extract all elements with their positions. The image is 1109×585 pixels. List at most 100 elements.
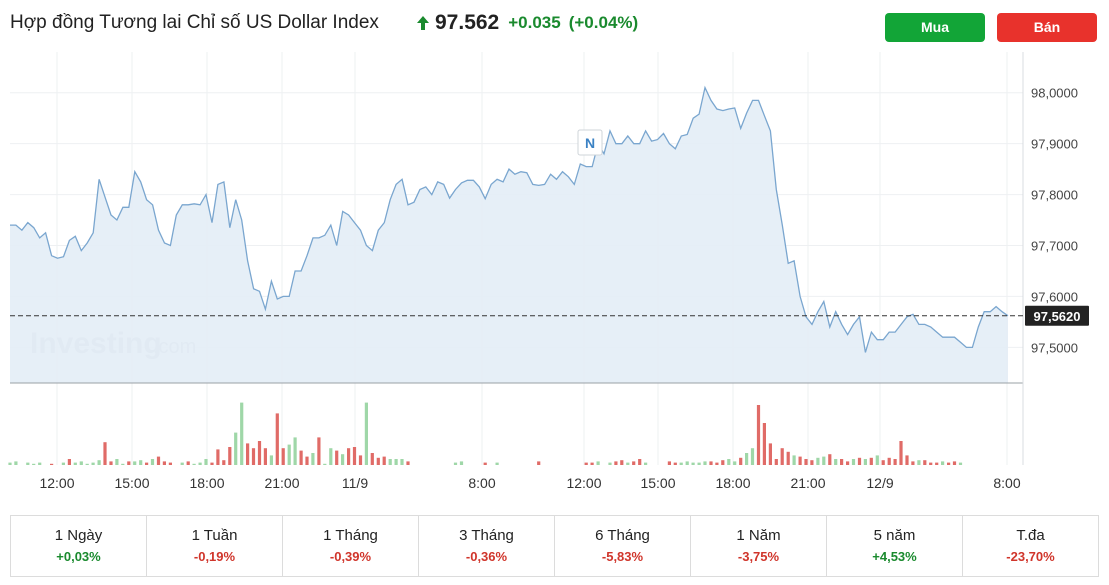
volume-bar bbox=[8, 462, 12, 465]
period-tab[interactable]: 1 Ngày +0,03% bbox=[11, 516, 147, 576]
volume-bar bbox=[869, 457, 873, 465]
x-tick-label: 21:00 bbox=[790, 475, 825, 491]
volume-bar bbox=[14, 461, 18, 465]
y-tick-label: 97,8000 bbox=[1031, 188, 1078, 203]
buy-button[interactable]: Mua bbox=[885, 13, 985, 42]
volume-bar bbox=[103, 442, 107, 465]
volume-bar bbox=[293, 437, 297, 465]
period-label: 1 Tháng bbox=[323, 527, 378, 544]
volume-bar bbox=[145, 462, 149, 465]
y-tick-label: 97,7000 bbox=[1031, 239, 1078, 254]
volume-bar bbox=[180, 462, 184, 465]
volume-bar bbox=[780, 448, 784, 465]
volume-bar bbox=[61, 462, 65, 465]
volume-bar bbox=[834, 459, 838, 465]
volume-bar bbox=[251, 448, 256, 465]
volume-bar bbox=[204, 459, 208, 465]
x-tick-label: 12/9 bbox=[866, 475, 893, 491]
volume-bar bbox=[935, 462, 939, 465]
volume-bar bbox=[370, 453, 374, 465]
volume-bar bbox=[50, 463, 54, 465]
volume-bar bbox=[79, 461, 83, 465]
period-tab[interactable]: 1 Năm -3,75% bbox=[691, 516, 827, 576]
volume-bar bbox=[275, 413, 279, 465]
x-tick-label: 21:00 bbox=[264, 475, 299, 491]
volume-bar bbox=[846, 461, 850, 465]
volume-bar bbox=[246, 443, 250, 465]
volume-bar bbox=[150, 459, 155, 465]
volume-bar bbox=[881, 460, 885, 465]
volume-bar bbox=[715, 462, 719, 465]
x-tick-label: 8:00 bbox=[993, 475, 1020, 491]
volume-bar bbox=[952, 461, 957, 465]
price-block: 97.562 +0.035 (+0.04%) bbox=[416, 11, 638, 35]
volume-bar bbox=[186, 461, 190, 465]
volume-bar bbox=[139, 460, 143, 465]
volume-bar bbox=[816, 457, 820, 465]
volume-bar bbox=[644, 462, 648, 465]
period-tab[interactable]: 1 Tuần -0,19% bbox=[147, 516, 283, 576]
volume-bar bbox=[733, 461, 737, 465]
volume-bar bbox=[691, 462, 695, 465]
x-tick-label: 18:00 bbox=[189, 475, 224, 491]
volume-bar bbox=[626, 462, 630, 465]
news-marker-label[interactable]: N bbox=[585, 135, 595, 151]
volume-bar bbox=[91, 462, 95, 465]
volume-bar bbox=[905, 455, 909, 465]
period-change: -0,39% bbox=[329, 549, 372, 564]
volume-bar bbox=[632, 461, 636, 465]
period-label: 5 năm bbox=[873, 527, 916, 544]
volume-bar bbox=[32, 463, 36, 465]
volume-bar bbox=[323, 463, 327, 465]
volume-bar bbox=[358, 455, 363, 465]
volume-bar bbox=[620, 460, 624, 465]
volume-bar bbox=[638, 459, 642, 465]
price-chart[interactable]: Investing.com97,562098,000097,900097,800… bbox=[0, 50, 1109, 500]
volume-bar bbox=[97, 460, 101, 465]
volume-bar bbox=[679, 462, 683, 465]
volume-bar bbox=[400, 459, 404, 465]
volume-bar bbox=[792, 455, 796, 465]
volume-bar bbox=[739, 457, 743, 465]
volume-bar bbox=[228, 447, 232, 465]
period-change: -23,70% bbox=[1006, 549, 1055, 564]
volume-bar bbox=[364, 402, 368, 465]
x-tick-label: 18:00 bbox=[715, 475, 750, 491]
volume-bar bbox=[287, 444, 291, 465]
period-tab[interactable]: 3 Tháng -0,36% bbox=[419, 516, 555, 576]
volume-bar bbox=[127, 461, 131, 465]
news-marker[interactable] bbox=[577, 129, 603, 156]
volume-bar bbox=[192, 463, 196, 465]
volume-bar bbox=[911, 461, 915, 465]
volume-bar bbox=[923, 460, 927, 465]
price-line bbox=[10, 85, 1009, 353]
volume-bar bbox=[38, 462, 42, 465]
current-price-tag bbox=[1025, 305, 1089, 326]
volume-bar bbox=[786, 451, 790, 465]
period-tab[interactable]: 6 Tháng -5,83% bbox=[555, 516, 691, 576]
period-tab[interactable]: 1 Tháng -0,39% bbox=[283, 516, 419, 576]
volume-bar bbox=[929, 462, 933, 465]
volume-bar bbox=[156, 456, 161, 465]
y-tick-label: 97,6000 bbox=[1031, 289, 1078, 304]
last-price: 97.562 bbox=[435, 11, 500, 34]
volume-bar bbox=[198, 462, 202, 465]
volume-bar bbox=[899, 441, 903, 465]
volume-bar bbox=[768, 443, 772, 465]
volume-bar bbox=[352, 447, 357, 465]
volume-bar bbox=[216, 449, 220, 465]
volume-bar bbox=[584, 462, 588, 465]
volume-bar bbox=[887, 457, 891, 465]
period-tab[interactable]: T.đa -23,70% bbox=[963, 516, 1098, 576]
period-tab[interactable]: 5 năm +4,53% bbox=[827, 516, 963, 576]
volume-bar bbox=[459, 461, 464, 465]
volume-bar bbox=[608, 462, 612, 465]
volume-bar bbox=[269, 455, 273, 465]
period-change: -3,75% bbox=[737, 549, 780, 564]
volume-bar bbox=[590, 462, 594, 465]
volume-bar bbox=[85, 463, 89, 465]
sell-button[interactable]: Bán bbox=[997, 13, 1097, 42]
volume-bar bbox=[537, 461, 541, 465]
volume-bar bbox=[822, 456, 826, 465]
volume-bar bbox=[685, 461, 689, 465]
